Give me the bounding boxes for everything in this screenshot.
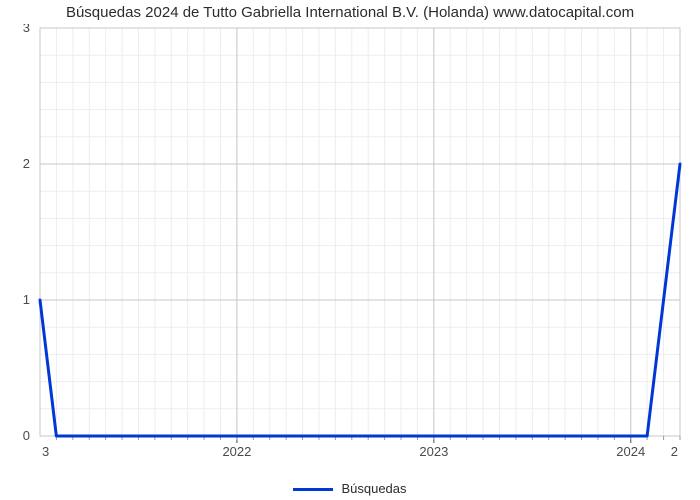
chart-title: Búsquedas 2024 de Tutto Gabriella Intern… — [0, 4, 700, 21]
svg-text:1: 1 — [23, 292, 30, 307]
svg-text:2: 2 — [23, 156, 30, 171]
svg-text:3: 3 — [23, 24, 30, 35]
svg-text:2024: 2024 — [616, 444, 645, 459]
svg-text:3: 3 — [42, 444, 49, 459]
chart-container: { "chart": { "type": "line", "title": "B… — [0, 0, 700, 500]
svg-text:2023: 2023 — [419, 444, 448, 459]
svg-text:2022: 2022 — [222, 444, 251, 459]
svg-text:2: 2 — [671, 444, 678, 459]
svg-text:0: 0 — [23, 428, 30, 443]
legend-label: Búsquedas — [341, 481, 406, 496]
chart-plot-area: 2022 2023 2024 0 1 2 3 3 2 — [14, 24, 690, 462]
legend-swatch — [293, 488, 333, 491]
legend: Búsquedas — [0, 481, 700, 496]
